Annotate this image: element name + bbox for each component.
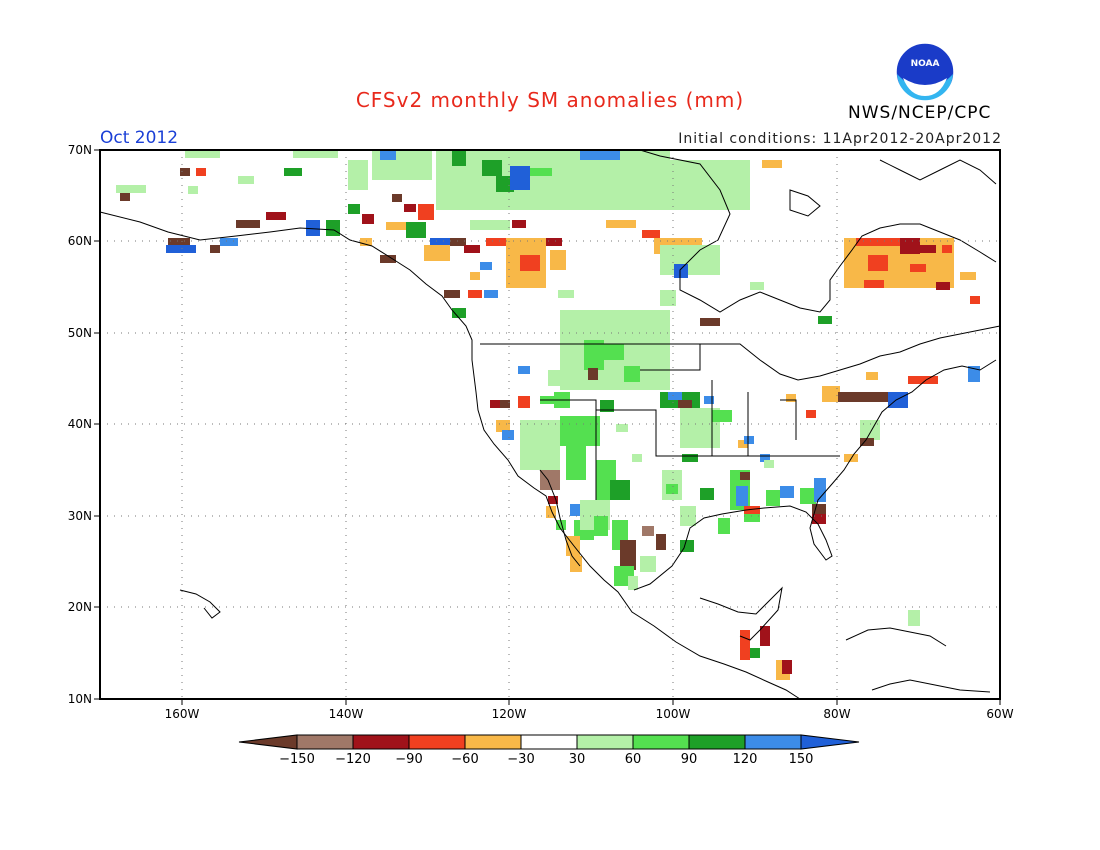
lon-label-100w: 100W xyxy=(656,707,691,721)
colorbar-swatch xyxy=(744,734,802,750)
colorbar-label: 60 xyxy=(625,752,642,767)
lon-label-160w: 160W xyxy=(165,707,200,721)
colorbar-swatch xyxy=(576,734,634,750)
lat-label-40n: 40N xyxy=(68,417,92,431)
lon-label-60w: 60W xyxy=(986,707,1013,721)
colorbar-swatch xyxy=(464,734,522,750)
colorbar-label: −60 xyxy=(451,752,478,767)
colorbar-swatch xyxy=(688,734,746,750)
lat-label-10n: 10N xyxy=(68,692,92,706)
map-title: CFSv2 monthly SM anomalies (mm) xyxy=(355,88,745,112)
colorbar-label: 120 xyxy=(733,752,758,767)
lat-label-70n: 70N xyxy=(68,143,92,157)
colorbar-swatch xyxy=(408,734,466,750)
initial-conditions: Initial conditions: 11Apr2012-20Apr2012 xyxy=(678,131,1002,147)
coastlines xyxy=(99,149,1001,700)
colorbar-label: 30 xyxy=(569,752,586,767)
colorbar-labels: −150 −120 −90 −60 −30 30 60 90 120 150 xyxy=(279,752,813,767)
colorbar-swatch xyxy=(520,734,578,750)
colorbar-arrow-right xyxy=(800,734,860,750)
agency-label: NWS/NCEP/CPC xyxy=(848,103,992,123)
colorbar-label: −90 xyxy=(395,752,422,767)
colorbar-arrow-left xyxy=(238,734,298,750)
colorbar-label: −30 xyxy=(507,752,534,767)
colorbar-swatch xyxy=(632,734,690,750)
lon-label-120w: 120W xyxy=(492,707,527,721)
colorbar-swatch xyxy=(296,734,354,750)
lon-label-140w: 140W xyxy=(329,707,364,721)
forecast-period: Oct 2012 xyxy=(100,128,179,148)
lon-label-80w: 80W xyxy=(823,707,850,721)
lat-label-20n: 20N xyxy=(68,600,92,614)
colorbar xyxy=(238,734,860,750)
logo-text: NOAA xyxy=(911,59,940,69)
colorbar-label: −150 xyxy=(279,752,315,767)
noaa-logo-icon: NOAA xyxy=(895,42,955,102)
colorbar-swatch xyxy=(352,734,410,750)
colorbar-label: −120 xyxy=(335,752,371,767)
colorbar-label: 90 xyxy=(681,752,698,767)
lat-label-30n: 30N xyxy=(68,509,92,523)
lat-label-50n: 50N xyxy=(68,326,92,340)
lat-label-60n: 60N xyxy=(68,234,92,248)
colorbar-label: 150 xyxy=(789,752,814,767)
gridlines xyxy=(100,150,1000,699)
